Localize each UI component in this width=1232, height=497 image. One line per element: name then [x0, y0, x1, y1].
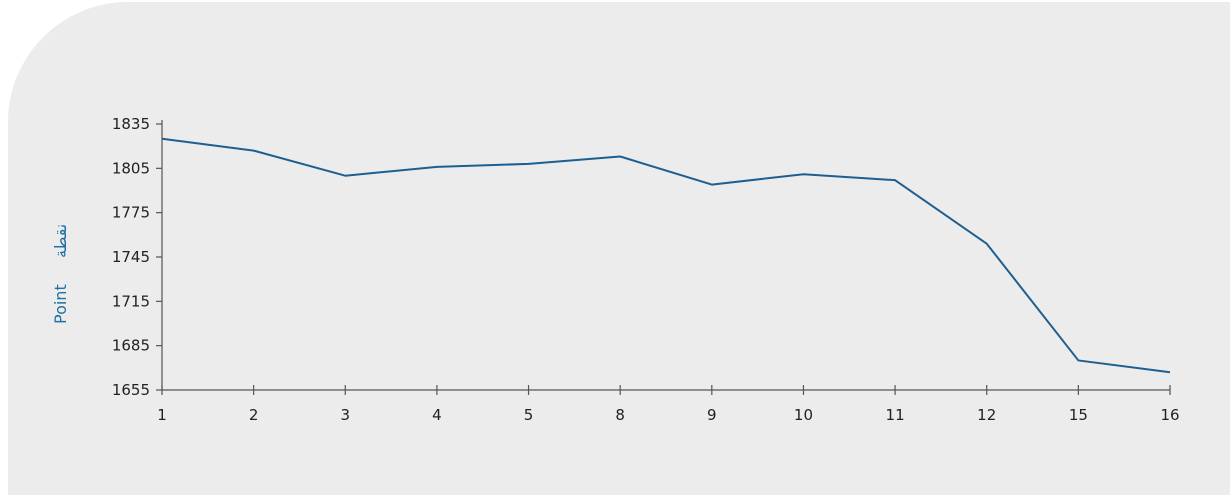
x-tick-label: 10	[794, 406, 813, 424]
y-axis-label-latin: Point	[51, 284, 70, 324]
y-tick-label: 1775	[112, 204, 150, 222]
x-tick-label: 11	[886, 406, 905, 424]
x-tick-label: 15	[1069, 406, 1088, 424]
x-tick-label: 9	[707, 406, 717, 424]
y-ticks: 1655 1685 1715 1745 1775 1805 1835	[112, 115, 162, 399]
x-tick-label: 1	[157, 406, 167, 424]
y-tick-label: 1805	[112, 159, 150, 177]
y-axis-label: Point نقطة	[51, 224, 70, 324]
y-axis-label-arabic: نقطة	[51, 224, 70, 258]
series-line	[161, 137, 1171, 374]
y-tick-label: 1655	[112, 381, 150, 399]
x-tick-label: 16	[1160, 406, 1179, 424]
chart-panel	[8, 2, 1230, 495]
x-tick-label: 5	[524, 406, 534, 424]
y-tick-label: 1835	[112, 115, 150, 133]
x-tick-label: 2	[249, 406, 259, 424]
x-ticks: 1 2 3 4 5 8 9 10 11 12 15 16	[157, 385, 1180, 424]
x-tick-label: 4	[432, 406, 442, 424]
x-tick-label: 8	[615, 406, 625, 424]
x-tick-label: 12	[977, 406, 996, 424]
y-tick-label: 1715	[112, 292, 150, 310]
y-tick-label: 1745	[112, 248, 150, 266]
y-tick-label: 1685	[112, 337, 150, 355]
x-tick-label: 3	[340, 406, 350, 424]
